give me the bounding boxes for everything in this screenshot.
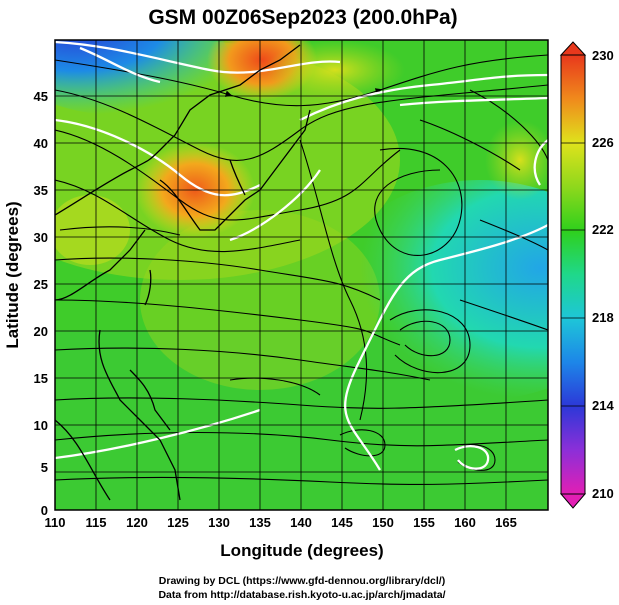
y-tick-label: 35 (34, 183, 48, 198)
y-tick-labels: 0 5 10 15 20 25 30 35 40 45 (34, 89, 48, 518)
streamlines (55, 54, 548, 486)
y-tick-label: 20 (34, 324, 48, 339)
x-tick-label: 135 (249, 515, 271, 530)
x-tick-label: 155 (413, 515, 435, 530)
y-tick-label: 30 (34, 230, 48, 245)
colorbar-tick-label: 222 (592, 222, 614, 237)
x-tick-label: 125 (167, 515, 189, 530)
colorbar-max-arrow (559, 41, 587, 56)
x-tick-labels: 110 115 120 125 130 135 140 145 150 155 … (45, 515, 517, 530)
x-tick-label: 115 (86, 515, 107, 530)
y-axis-title: Latitude (degrees) (3, 201, 22, 348)
x-tick-label: 160 (454, 515, 476, 530)
plot-frame (54, 39, 549, 511)
colorbar-min-arrow (559, 493, 587, 509)
colorbar-tick-label: 230 (592, 48, 614, 63)
x-tick-label: 150 (372, 515, 394, 530)
credit-data-source: Data from http://database.rish.kyoto-u.a… (158, 589, 445, 601)
map-title: GSM 00Z06Sep2023 (200.0hPa) (148, 6, 457, 29)
x-tick-label: 130 (208, 515, 230, 530)
x-axis-title: Longitude (degrees) (220, 541, 383, 560)
field-shading (55, 40, 548, 510)
y-tick-label: 10 (34, 418, 48, 433)
y-tick-label: 5 (41, 460, 48, 475)
colorbar-tick-label: 226 (592, 135, 614, 150)
credit-drawing: Drawing by DCL (https://www.gfd-dennou.o… (159, 575, 445, 587)
x-tick-label: 140 (290, 515, 312, 530)
grid-lines (55, 40, 548, 510)
colorbar-tick-label: 210 (592, 486, 614, 501)
y-tick-label: 40 (34, 136, 48, 151)
x-tick-label: 110 (45, 515, 66, 530)
y-tick-label: 45 (34, 89, 48, 104)
y-tick-label: 25 (34, 277, 48, 292)
y-tick-label: 15 (34, 371, 48, 386)
colorbar-tick-label: 218 (592, 310, 614, 325)
colorbar-tick-label: 214 (592, 398, 614, 413)
colorbar: 210 214 218 222 226 230 (559, 41, 614, 509)
y-tick-label: 0 (41, 503, 48, 518)
x-tick-label: 165 (495, 515, 517, 530)
x-tick-label: 120 (126, 515, 148, 530)
x-tick-label: 145 (331, 515, 353, 530)
colorbar-scale (560, 54, 586, 495)
coastlines (55, 44, 311, 501)
